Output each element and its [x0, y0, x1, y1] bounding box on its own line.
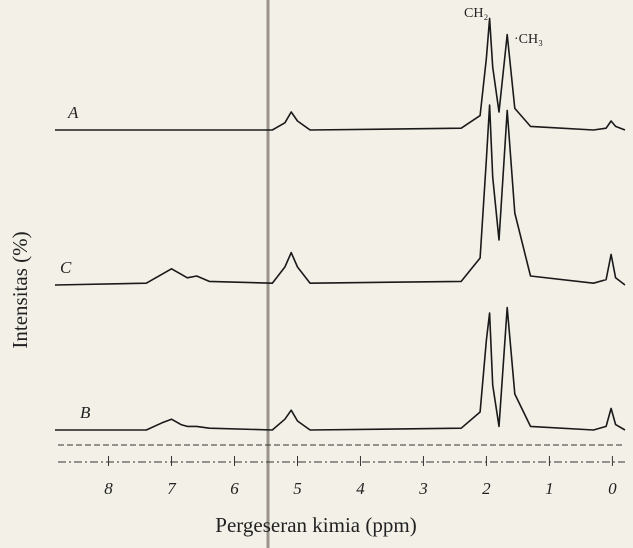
spectrum: [55, 17, 626, 131]
x-tick-label: 2: [482, 479, 491, 498]
x-tick-label: 5: [293, 479, 302, 498]
x-tick-label: 7: [167, 479, 177, 498]
x-tick-label: 1: [545, 479, 554, 498]
y-axis-label: Intensitas (%): [8, 231, 32, 348]
x-tick-label: 3: [418, 479, 428, 498]
x-tick-label: 6: [230, 479, 239, 498]
x-tick-label: 0: [608, 479, 617, 498]
spectrum: [55, 306, 626, 431]
annotation: CH₂: [464, 6, 488, 21]
series-label: C: [60, 258, 72, 277]
x-axis-label: Pergeseran kimia (ppm): [215, 513, 416, 537]
annotation: ·CH₃: [514, 32, 543, 47]
spectrum: [54, 104, 626, 286]
x-tick-label: 8: [104, 479, 113, 498]
x-tick-label: 4: [356, 479, 365, 498]
series-label: A: [67, 103, 79, 122]
series-label: B: [80, 403, 91, 422]
